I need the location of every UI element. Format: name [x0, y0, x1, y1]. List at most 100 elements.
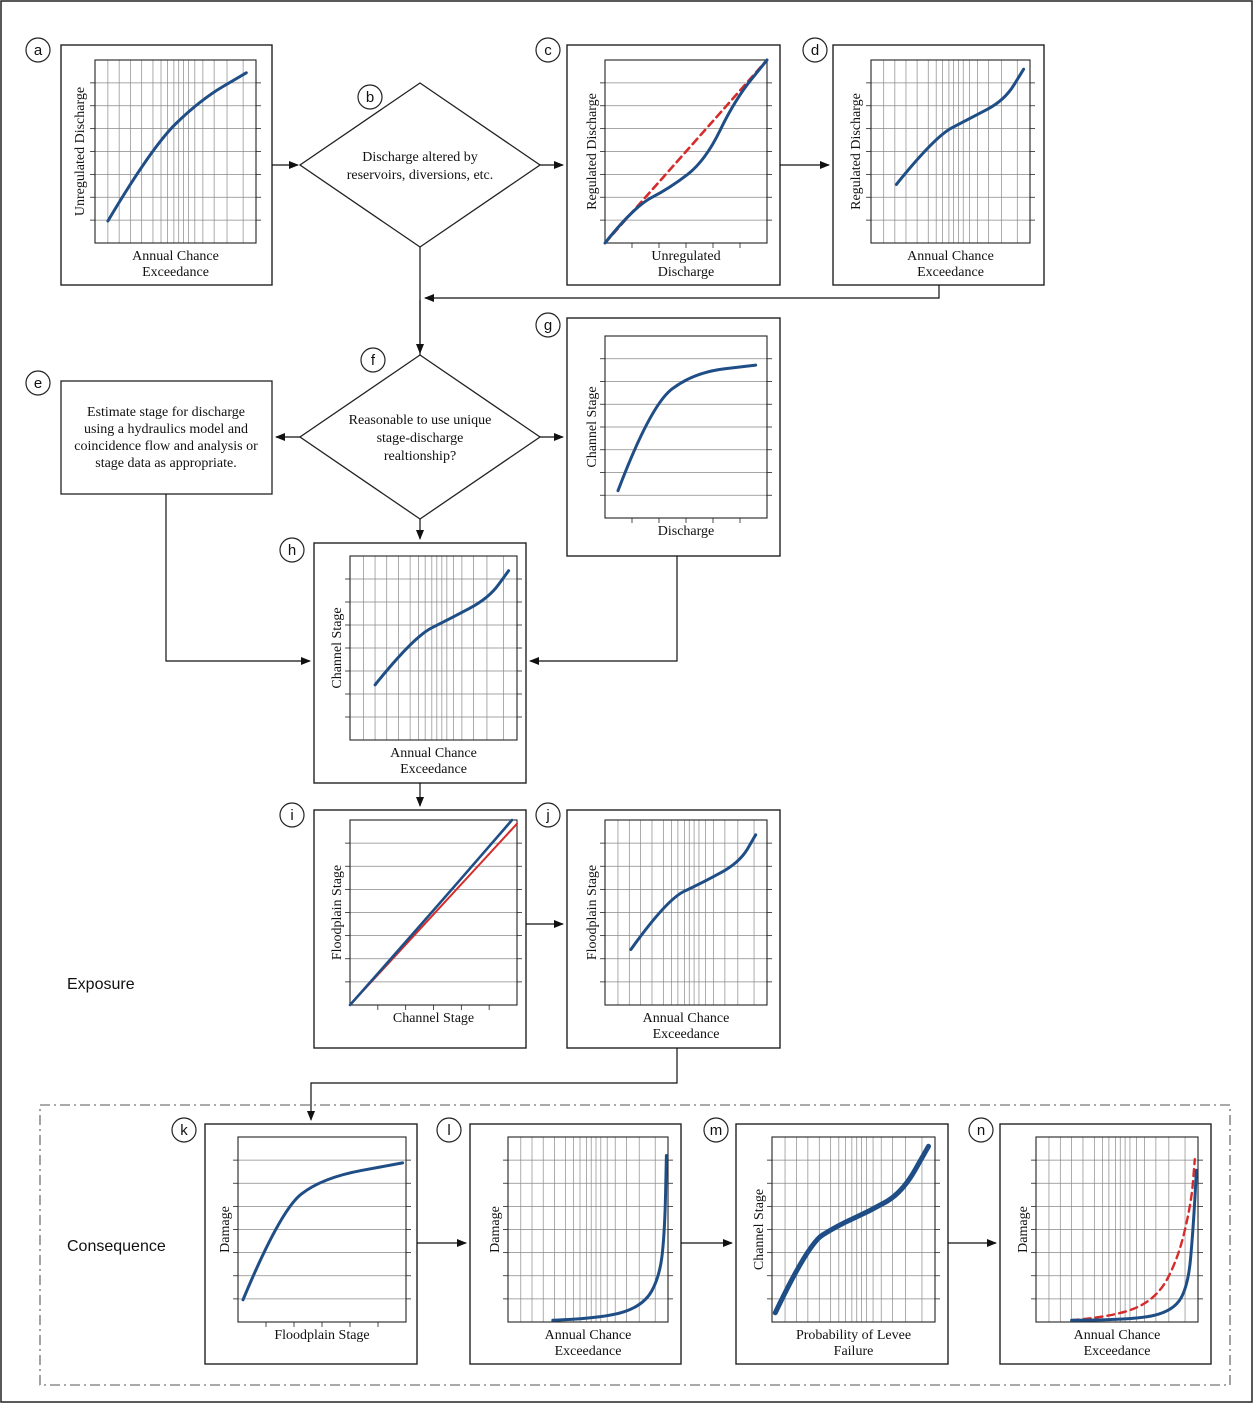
axis-label-x-l: Annual Chance: [545, 1328, 632, 1343]
axis-label-x-j: Exceedance: [653, 1027, 720, 1042]
series-curve-g: [616, 363, 758, 493]
plot-area-d: [870, 59, 1031, 244]
panel-frame-d: [832, 44, 1045, 286]
process-text-e: Estimate stage for discharge: [87, 405, 245, 420]
chart-panel-a: Unregulated Discharge Annual ChanceExceed…: [60, 44, 273, 286]
decision-text-f: Reasonable to use unique: [349, 413, 492, 428]
panel-letter-k: k: [180, 1122, 188, 1139]
decision-text-b: reservoirs, diversions, etc.: [347, 168, 494, 183]
series-curve-l: [551, 1154, 668, 1322]
panel-letter-b: b: [366, 89, 374, 106]
section-label-exposure: Exposure: [67, 976, 135, 993]
axis-label-y-h: Channel Stage: [330, 607, 345, 688]
process-text-e: using a hydraulics model and: [84, 422, 248, 437]
panel-letter-g: g: [544, 317, 552, 334]
panel-badge-d: [802, 37, 828, 63]
panel-frame-g: [566, 317, 781, 557]
panel-frame-h: [313, 542, 527, 784]
axis-label-x-m: Probability of Levee: [796, 1328, 911, 1343]
axis-label-y-m: Channel Stage: [752, 1189, 767, 1270]
axis-label-x-c: Unregulated: [651, 249, 720, 264]
axis-label-x-n: Exceedance: [1084, 1344, 1151, 1359]
panel-badge-b: [357, 84, 383, 110]
panel-badge-m: [703, 1117, 729, 1143]
panel-badge-i: [279, 802, 305, 828]
series-curve-c: [603, 58, 769, 245]
series-curve-k: [241, 1161, 405, 1302]
panel-frame-n: [999, 1123, 1212, 1365]
series-curve-a: [106, 71, 248, 223]
plot-area-i: [349, 819, 518, 1006]
panel-letter-i: i: [290, 807, 293, 824]
panel-letter-d: d: [811, 42, 819, 59]
chart-panel-i: Floodplain Stage Channel Stage: [313, 809, 527, 1049]
axis-label-x-l: Exceedance: [555, 1344, 622, 1359]
axis-label-y-l: Damage: [488, 1206, 503, 1253]
axis-label-y-g: Channel Stage: [585, 386, 600, 467]
axis-label-x-g: Discharge: [658, 524, 715, 539]
decision-diamond-b: [298, 82, 542, 248]
panel-frame-m: [735, 1123, 949, 1365]
arrow-g-to-h: [529, 556, 678, 665]
panel-badge-j: [535, 802, 561, 828]
axis-label-x-a: Annual Chance: [132, 249, 219, 264]
series-curve-n: [1070, 1168, 1198, 1322]
axis-label-y-j: Floodplain Stage: [585, 865, 600, 960]
panel-letter-j: j: [545, 807, 549, 824]
panel-badge-a: [25, 37, 51, 63]
chart-panel-k: Damage Floodplain Stage: [204, 1123, 418, 1365]
axis-label-x-k: Floodplain Stage: [274, 1328, 369, 1343]
panel-badge-e: [25, 370, 51, 396]
panel-letter-n: n: [977, 1122, 985, 1139]
panel-letter-e: e: [34, 375, 42, 392]
chart-panel-d: Regulated Discharge Annual ChanceExceedan…: [832, 44, 1045, 286]
series-curve-h: [373, 569, 511, 687]
panel-letter-h: h: [288, 542, 296, 559]
decision-text-f: stage-discharge: [377, 431, 464, 446]
arrow-e-to-h: [165, 494, 311, 665]
section-label-consequence: Consequence: [67, 1238, 166, 1255]
axis-label-x-i: Channel Stage: [393, 1011, 474, 1026]
decision-text-f: realtionship?: [384, 449, 456, 464]
panel-frame-a: [60, 44, 273, 286]
plot-area-g: [604, 335, 768, 519]
axis-label-y-i: Floodplain Stage: [330, 865, 345, 960]
plot-area-n: [1035, 1136, 1199, 1323]
panel-badge-c: [535, 37, 561, 63]
panel-badge-n: [968, 1117, 994, 1143]
series-curve-j: [629, 833, 758, 951]
series-curve-d: [894, 67, 1026, 186]
consequence-region: [39, 1104, 1231, 1386]
chart-panel-g: Channel Stage Discharge: [566, 317, 781, 557]
axis-label-x-d: Exceedance: [917, 265, 984, 280]
panel-badge-h: [279, 537, 305, 563]
panel-letter-l: l: [447, 1122, 450, 1139]
axis-label-x-d: Annual Chance: [907, 249, 994, 264]
panel-frame-j: [566, 809, 781, 1049]
axis-label-x-m: Failure: [834, 1344, 874, 1359]
panel-frame-k: [204, 1123, 418, 1365]
process-text-e: stage data as appropriate.: [95, 456, 237, 471]
panel-badge-f: [360, 347, 386, 373]
axis-label-x-h: Annual Chance: [390, 746, 477, 761]
axis-label-y-k: Damage: [218, 1206, 233, 1253]
panel-frame-l: [469, 1123, 682, 1365]
plot-area-c: [604, 59, 768, 244]
plot-area-j: [604, 819, 768, 1006]
panel-letter-c: c: [544, 42, 552, 59]
process-text-e: coincidence flow and analysis or: [74, 439, 258, 454]
plot-area-m: [771, 1136, 936, 1323]
series-curve-i: [348, 818, 514, 1007]
panel-badge-g: [535, 312, 561, 338]
plot-area-h: [349, 555, 518, 741]
plot-area-l: [507, 1136, 669, 1323]
